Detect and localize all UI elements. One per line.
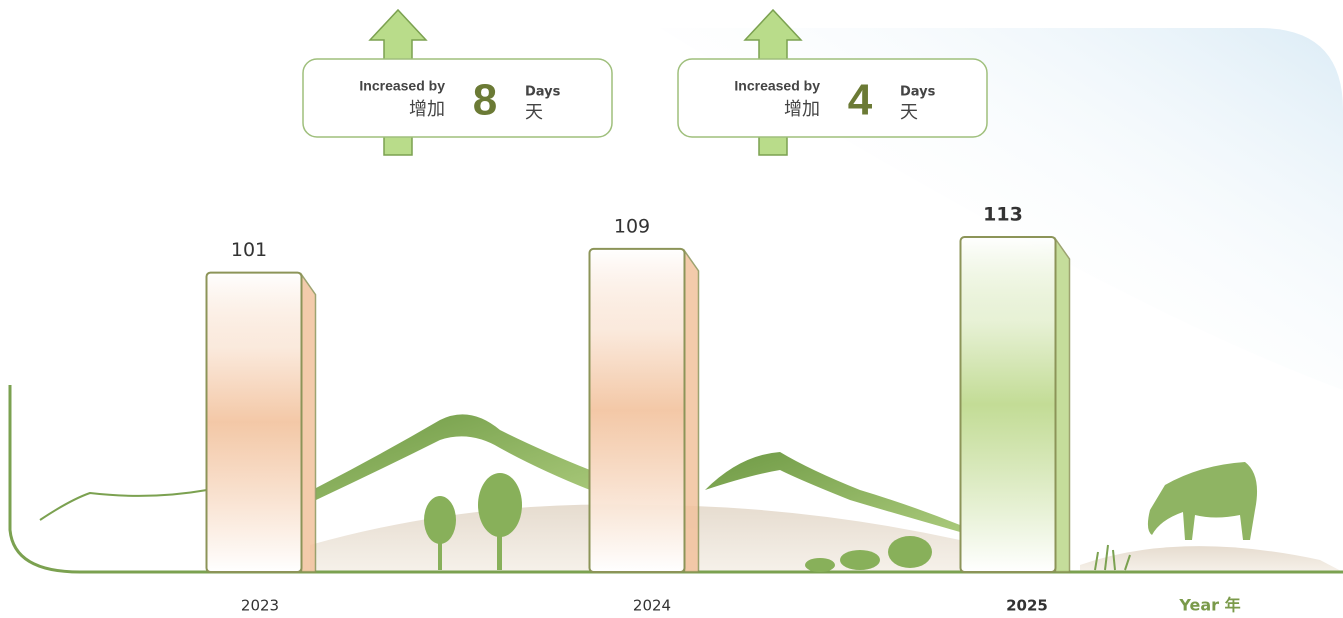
annotation-label: Increased by [359,78,445,94]
annotation-unit: Days [525,85,561,100]
value-label: 109 [614,215,650,237]
value-label: 101 [231,239,267,261]
mountain [316,414,590,500]
bar [959,236,1057,573]
x-tick-label: 2025 [1006,597,1048,615]
annotation-label: 增加 [409,99,445,120]
x-axis-label: Year 年 [1178,596,1240,615]
annotation-box [302,58,613,138]
annotation-box [677,58,988,138]
annotation-label: 增加 [784,99,820,120]
annotation-value: 8 [473,76,497,125]
bar-side [1054,236,1071,573]
value-label: 113 [983,204,1023,226]
annotation-label: Increased by [734,78,820,94]
annotation-unit: 天 [525,102,543,123]
hill [1080,546,1343,572]
bar-side [683,248,700,573]
annotation-unit: 天 [900,102,918,123]
cow [1147,462,1258,540]
bar-side [300,272,317,573]
ground-line [8,385,1343,574]
grass [1094,544,1131,571]
bar [588,247,686,574]
ridge [39,489,208,521]
annotation-value: 4 [848,76,873,125]
x-tick-label: 2024 [633,597,671,615]
annotation-unit: Days [900,85,936,100]
trees [424,473,932,572]
bar [205,271,303,573]
x-tick-label: 2023 [241,597,279,615]
mountain [705,452,960,532]
